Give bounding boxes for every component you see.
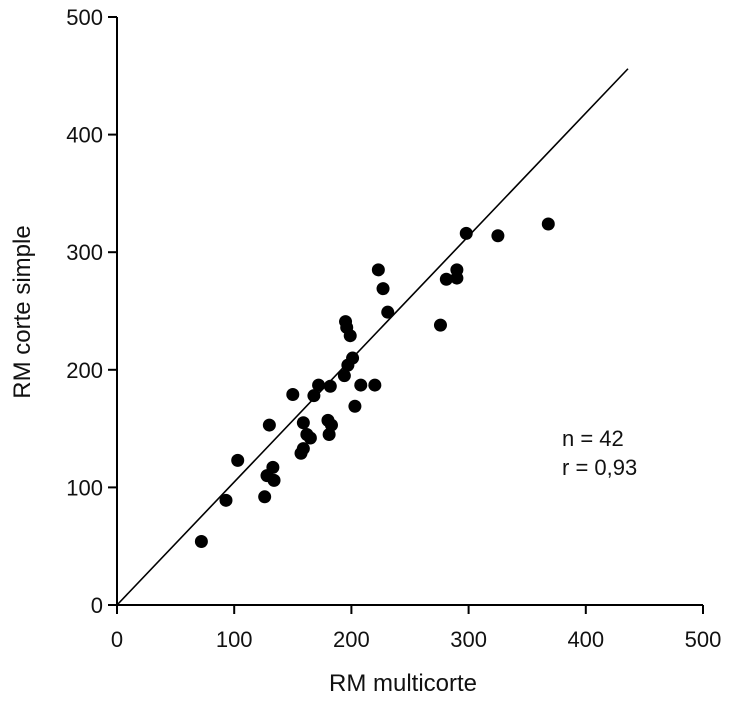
x-tick-label: 0 bbox=[111, 627, 123, 652]
data-point bbox=[303, 431, 317, 445]
data-point bbox=[381, 305, 395, 319]
data-point bbox=[262, 418, 276, 432]
data-point bbox=[194, 534, 208, 548]
identity-reference-line bbox=[116, 68, 629, 606]
x-tick-label: 500 bbox=[685, 627, 722, 652]
x-axis-label: RM multicorte bbox=[329, 670, 477, 697]
data-point bbox=[323, 379, 337, 393]
data-point bbox=[231, 453, 245, 467]
y-tick-label: 0 bbox=[91, 593, 103, 618]
x-tick-label: 200 bbox=[333, 627, 370, 652]
data-point bbox=[266, 460, 280, 474]
data-point bbox=[371, 263, 385, 277]
data-point bbox=[324, 418, 338, 432]
y-tick-label: 200 bbox=[66, 358, 103, 383]
data-point bbox=[348, 399, 362, 413]
data-point bbox=[267, 473, 281, 487]
annotation-r: r = 0,93 bbox=[562, 455, 637, 480]
data-point bbox=[491, 229, 505, 243]
y-tick-label: 500 bbox=[66, 5, 103, 30]
data-point bbox=[433, 318, 447, 332]
y-tick-label: 300 bbox=[66, 240, 103, 265]
data-point bbox=[346, 351, 360, 365]
data-point bbox=[541, 217, 555, 231]
data-point bbox=[459, 226, 473, 240]
data-point bbox=[354, 378, 368, 392]
y-tick-label: 100 bbox=[66, 475, 103, 500]
y-tick-label: 400 bbox=[66, 123, 103, 148]
data-point bbox=[343, 329, 357, 343]
x-tick-label: 100 bbox=[216, 627, 253, 652]
data-points bbox=[194, 217, 555, 548]
data-point bbox=[296, 442, 310, 456]
data-point bbox=[368, 378, 382, 392]
x-ticks: 0 100 200 300 400 500 bbox=[111, 605, 721, 652]
data-point bbox=[337, 369, 351, 383]
data-point bbox=[286, 387, 300, 401]
data-point bbox=[439, 272, 453, 286]
data-point bbox=[376, 282, 390, 296]
data-point bbox=[296, 416, 310, 430]
y-ticks: 0 100 200 300 400 500 bbox=[66, 5, 117, 618]
x-tick-label: 400 bbox=[567, 627, 604, 652]
y-axis-label: RM corte simple bbox=[9, 225, 36, 398]
data-point bbox=[219, 493, 233, 507]
data-point bbox=[312, 378, 326, 392]
data-point bbox=[450, 263, 464, 277]
data-point bbox=[258, 490, 272, 504]
annotation-n: n = 42 bbox=[562, 426, 624, 451]
data-point bbox=[307, 389, 321, 403]
x-tick-label: 300 bbox=[450, 627, 487, 652]
